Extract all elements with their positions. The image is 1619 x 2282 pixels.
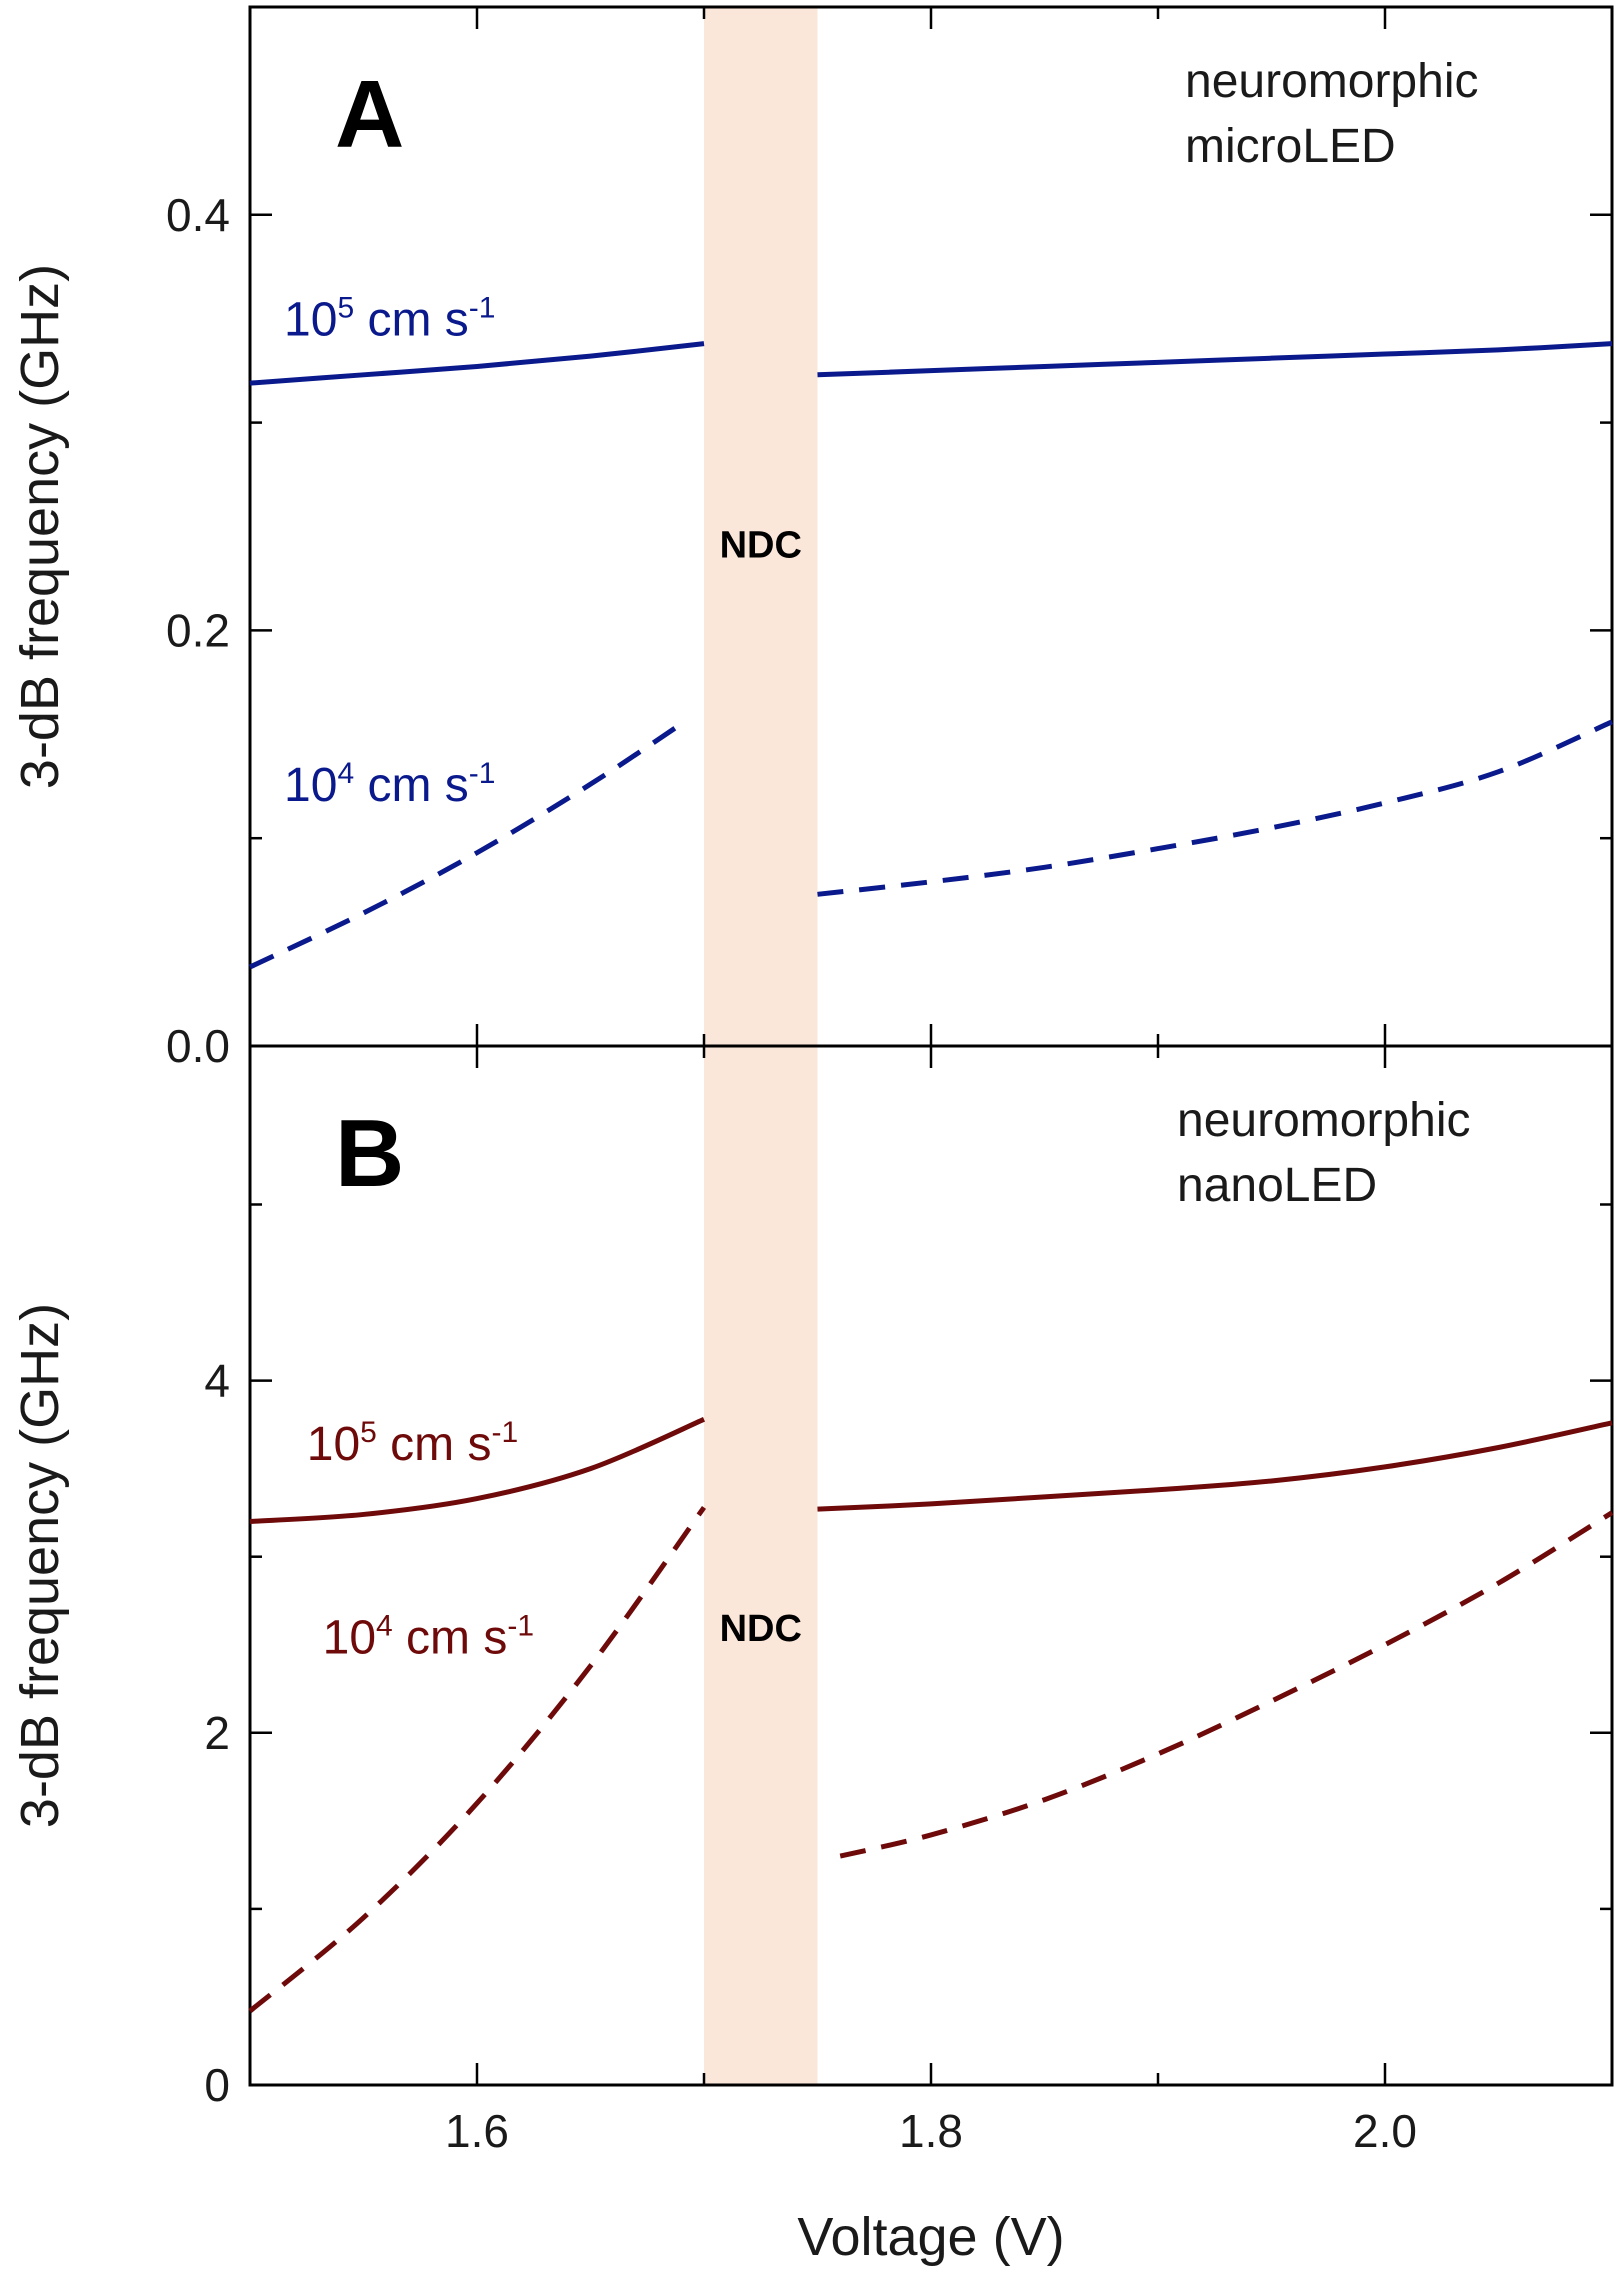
- device-label: neuromorphic: [1185, 55, 1478, 108]
- y-tick-label: 2: [204, 1707, 230, 1759]
- y-tick-label: 0.4: [166, 189, 230, 241]
- series-line-dashed: [248, 1505, 707, 2013]
- series-line-solid: [249, 1417, 705, 1524]
- series-label: 104 cm s-1: [284, 757, 495, 812]
- device-label: microLED: [1185, 120, 1396, 173]
- series-line-solid: [817, 341, 1613, 378]
- device-label: neuromorphic: [1177, 1094, 1470, 1147]
- x-tick-label: 2.0: [1353, 2105, 1417, 2157]
- y-tick-label: 0.0: [166, 1020, 230, 1072]
- panel-b: NDC 0 2 4 1.6 1.8 2.0 Voltage (V) 3-dB frequency…: [10, 1044, 1614, 2267]
- series-label: 105 cm s-1: [284, 291, 495, 346]
- plot-frame: [248, 1044, 1614, 2087]
- y-axis-title: 3-dB frequency (GHz): [10, 1303, 70, 1828]
- series-label: 104 cm s-1: [323, 1610, 534, 1665]
- series-line-dashed: [839, 1510, 1614, 1859]
- y-axis-title: 3-dB frequency (GHz): [10, 264, 70, 789]
- y-tick-label: 4: [204, 1355, 230, 1407]
- panel-letter: B: [335, 1100, 404, 1207]
- panel-letter: A: [335, 61, 404, 168]
- series-line-solid: [249, 341, 705, 386]
- y-tick-label: 0.2: [166, 604, 230, 656]
- series-line-dashed: [248, 721, 683, 970]
- x-axis-title: Voltage (V): [797, 2207, 1064, 2267]
- device-label: nanoLED: [1177, 1159, 1377, 1212]
- y-tick-label: 0: [204, 2059, 230, 2111]
- series-line-dashed: [817, 719, 1614, 897]
- series-label: 105 cm s-1: [307, 1416, 518, 1471]
- x-tick-label: 1.8: [899, 2105, 963, 2157]
- series-line-solid: [817, 1420, 1613, 1512]
- panel-a: NDC 0.0 0.2 0.4 3-dB frequency (GHz) A neuromo…: [10, 5, 1614, 1072]
- ndc-band: [704, 7, 818, 1046]
- x-tick-label: 1.6: [445, 2105, 509, 2157]
- plot-frame: [248, 5, 1614, 1048]
- ndc-label: NDC: [720, 525, 802, 567]
- ndc-band: [704, 1046, 818, 2085]
- ndc-label: NDC: [720, 1608, 802, 1650]
